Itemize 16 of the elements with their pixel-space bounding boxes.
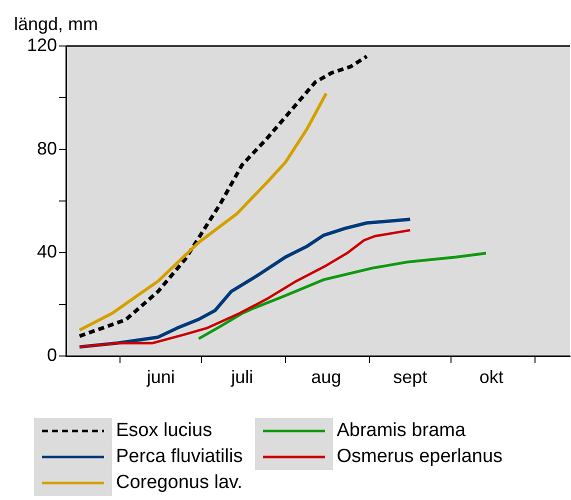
x-tick-label: aug (311, 366, 342, 387)
y-axis-title: längd, mm (14, 14, 98, 34)
legend-label: Osmerus eperlanus (336, 446, 503, 468)
x-tick-label: juli (230, 366, 254, 387)
legend-label: Coregonus lav. (116, 472, 242, 494)
y-tick-label: 120 (26, 34, 57, 55)
y-tick-label: 80 (36, 138, 57, 158)
y-tick-label: 40 (36, 242, 57, 262)
legend-label: Abramis brama (336, 420, 466, 442)
x-tick-label: okt (479, 366, 504, 387)
legend-label: Esox lucius (116, 420, 212, 442)
x-tick-label: sept (393, 366, 428, 387)
line-series (78, 54, 369, 338)
legend-label: Perca fluviatilis (116, 446, 243, 468)
y-tick-label: 0 (46, 344, 57, 365)
x-tick-label: juni (146, 366, 175, 387)
